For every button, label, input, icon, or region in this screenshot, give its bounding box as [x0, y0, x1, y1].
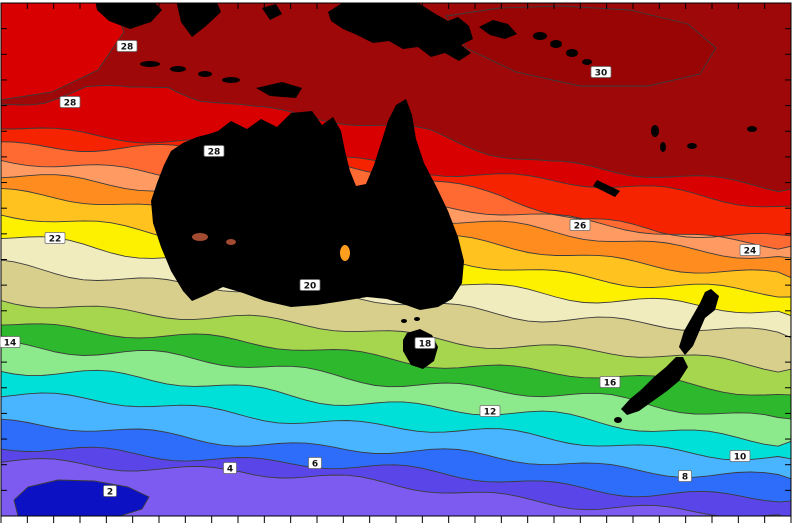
contour-line-6	[1, 446, 791, 503]
contour-label-text: 2	[107, 487, 113, 497]
contour-label-4: 4	[223, 462, 237, 474]
contour-label-26: 26	[569, 219, 591, 231]
contour-label-box	[299, 279, 321, 291]
landmass-vanuatu-1	[651, 125, 659, 137]
contour-label-10: 10	[729, 450, 751, 462]
contour-label-box	[103, 485, 117, 497]
contour-line-18	[1, 300, 791, 373]
landmass-bass-strait-island-2	[414, 317, 420, 321]
contour-label-box	[223, 462, 237, 474]
contour-label-box	[739, 244, 761, 256]
contour-label-14: 14	[0, 336, 21, 348]
landmass-lesser-sunda-4	[222, 77, 240, 83]
contour-label-2: 2	[103, 485, 117, 497]
contour-label-16: 16	[599, 376, 621, 388]
contour-label-box	[59, 96, 81, 108]
landmass-solomons-2	[550, 40, 562, 48]
landmass-australia	[151, 99, 464, 310]
landmass-new-caledonia	[593, 180, 620, 197]
contour-label-28: 28	[59, 96, 81, 108]
closed-contour-28	[1, 3, 125, 101]
landmass-sulawesi	[176, 3, 221, 37]
closed-contours	[1, 3, 717, 516]
contour-label-box	[590, 66, 612, 78]
landmass-stewart-island	[614, 417, 622, 423]
contour-line-12	[1, 369, 791, 447]
contour-label-22: 22	[44, 232, 66, 244]
contour-line-10	[1, 392, 791, 461]
contour-label-text: 10	[734, 452, 747, 462]
contour-label-text: 26	[574, 221, 587, 231]
contour-line-20	[1, 259, 791, 339]
contour-label-text: 8	[682, 472, 688, 482]
contour-label-box	[599, 376, 621, 388]
contour-label-text: 22	[49, 234, 62, 244]
contour-label-text: 14	[4, 338, 17, 348]
contour-labels: 28 28 28 30 26 24 22 20 18 16 14 12 10 8 6 4 2	[0, 40, 761, 497]
band-fill	[1, 458, 782, 516]
contour-label-8: 8	[678, 470, 692, 482]
landmass-vanuatu-2	[660, 142, 666, 152]
landmass-lesser-sunda-2	[170, 66, 186, 72]
contour-label-box	[44, 232, 66, 244]
contour-line-8	[1, 418, 791, 480]
contour-line-4	[1, 458, 783, 516]
contour-label-30: 30	[590, 66, 612, 78]
contour-label-text: 4	[227, 464, 233, 474]
landmass-solomons-4	[582, 59, 592, 65]
contour-line-14	[1, 339, 791, 420]
landmass-solomons-1	[533, 32, 547, 40]
contour-label-text: 18	[419, 339, 432, 349]
contour-label-text: 20	[304, 281, 317, 291]
landmass-halmahera	[262, 4, 282, 20]
lake-eyre	[340, 245, 350, 261]
closed-contour-30	[445, 5, 717, 87]
contour-label-box	[203, 145, 225, 157]
landmass-new-zealand-north-island	[679, 289, 719, 355]
landmass-new-guinea	[328, 3, 473, 61]
contour-label-28: 28	[116, 40, 138, 52]
contour-label-box	[729, 450, 751, 462]
contour-label-box	[479, 405, 501, 417]
landmasses	[95, 3, 757, 423]
landmass-bass-strait-island-1	[401, 319, 407, 323]
contour-label-box	[569, 219, 591, 231]
landmass-island-speck	[687, 143, 697, 149]
contour-label-text: 6	[312, 459, 318, 469]
contour-label-24: 24	[739, 244, 761, 256]
contour-label-text: 16	[604, 378, 617, 388]
contour-label-6: 6	[308, 457, 322, 469]
contour-label-28: 28	[203, 145, 225, 157]
landmass-new-britain	[479, 20, 517, 39]
contour-label-18: 18	[414, 337, 436, 349]
contour-label-box	[308, 457, 322, 469]
landmass-solomons-3	[566, 49, 578, 57]
contour-label-text: 30	[595, 68, 608, 78]
contour-label-text: 28	[121, 42, 134, 52]
contour-label-12: 12	[479, 405, 501, 417]
landmass-borneo-south	[95, 3, 162, 29]
contour-label-box	[414, 337, 436, 349]
salt-lake-west-2	[226, 239, 236, 245]
contour-label-box	[0, 336, 21, 348]
contour-label-box	[116, 40, 138, 52]
contour-label-20: 20	[299, 279, 321, 291]
landmass-fiji	[747, 126, 757, 132]
salt-lake-west-1	[192, 233, 208, 241]
landmass-timor	[256, 82, 302, 98]
landmass-lesser-sunda-1	[140, 61, 160, 67]
contour-label-text: 12	[484, 407, 497, 417]
contour-label-text: 24	[744, 246, 757, 256]
landmass-lesser-sunda-3	[198, 71, 212, 77]
contour-label-text: 28	[208, 147, 221, 157]
contour-label-box	[678, 470, 692, 482]
landmass-new-zealand-south-island	[621, 357, 688, 415]
contour-label-text: 28	[64, 98, 77, 108]
